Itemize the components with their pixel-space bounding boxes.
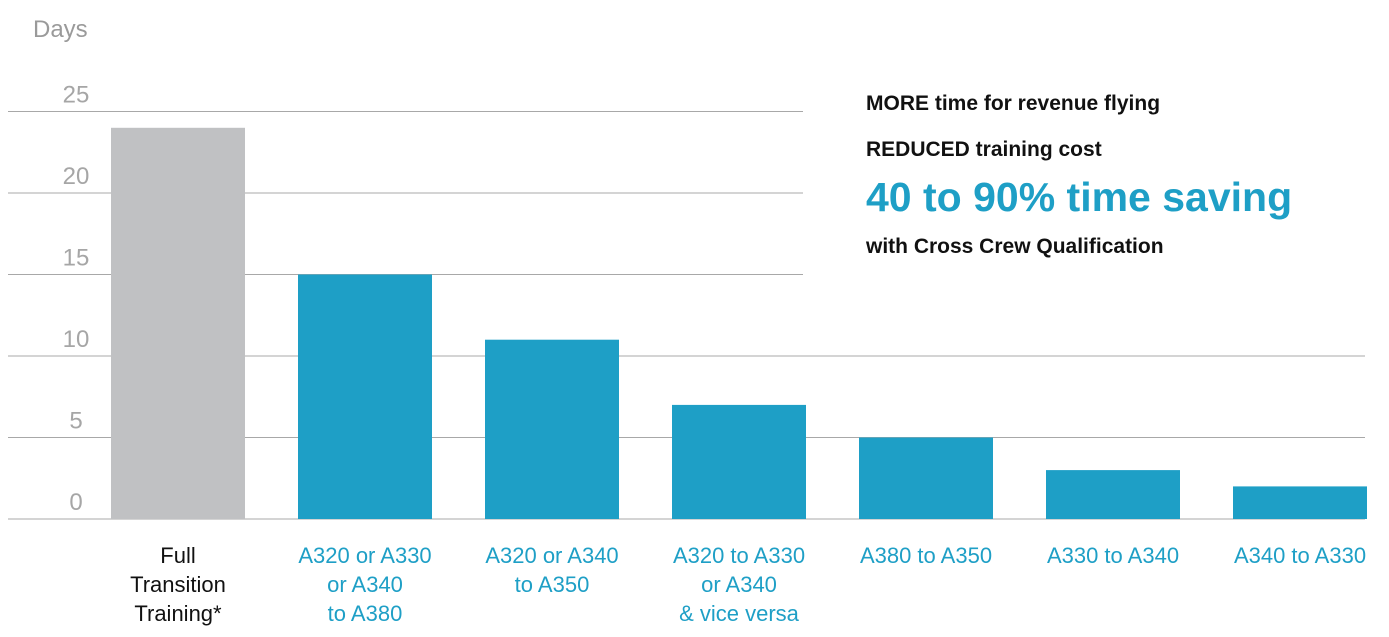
x-tick-label: A380 to A350 — [860, 543, 992, 568]
bar-1 — [111, 127, 245, 520]
bar-7 — [1233, 486, 1367, 519]
callout-qualification-text: with Cross Crew Qualification — [866, 235, 1164, 258]
y-tick-label: 10 — [63, 326, 90, 353]
x-tick-label: A320 or A340 to A350 — [485, 543, 618, 597]
x-axis-ticks: Full Transition Training* A320 or A330 or A3… — [130, 543, 1366, 626]
x-tick-label: A320 or A330 or A340 to A380 — [298, 543, 431, 626]
y-tick-label: 25 — [63, 82, 90, 109]
bar-5 — [859, 437, 993, 519]
y-axis-ticks: 0 5 10 15 20 25 — [63, 82, 90, 517]
x-tick-label: A330 to A340 — [1047, 543, 1179, 568]
y-tick-label: 20 — [63, 163, 90, 190]
bar-2 — [298, 274, 432, 519]
y-tick-label: 5 — [69, 408, 82, 435]
bar-3 — [485, 339, 619, 519]
bars — [111, 127, 1367, 520]
y-tick-label: 0 — [69, 489, 82, 516]
x-tick-label: A320 to A330 or A340 & vice versa — [673, 543, 805, 626]
x-tick-label: A340 to A330 — [1234, 543, 1366, 568]
bar-6 — [1046, 470, 1180, 519]
y-tick-label: 15 — [63, 245, 90, 272]
bar-4 — [672, 404, 806, 519]
callout-revenue-text: MORE time for revenue flying — [866, 92, 1161, 115]
callout-box: MORE time for revenue flying REDUCED tra… — [866, 92, 1386, 259]
x-tick-label: Full Transition Training* — [130, 543, 226, 626]
callout-cost-text: REDUCED training cost — [866, 138, 1102, 161]
y-axis-label: Days — [33, 16, 88, 43]
callout-time-saving-text: 40 to 90% time saving — [866, 174, 1293, 220]
